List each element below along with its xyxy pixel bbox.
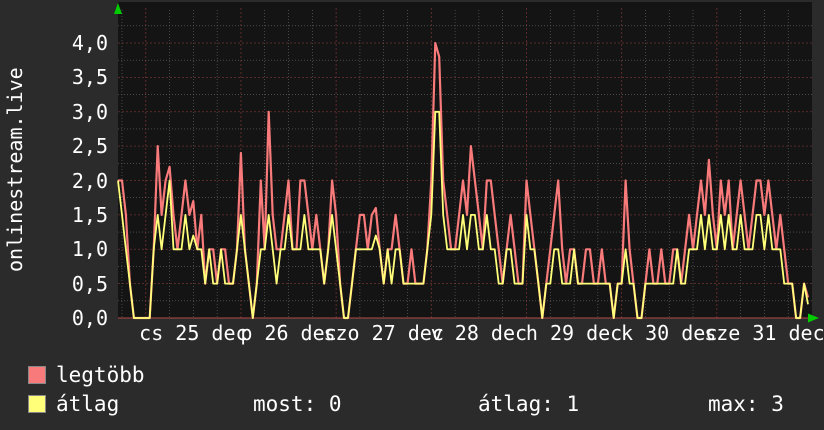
legend-swatch-max (28, 366, 46, 384)
x-tick-label: szo 27 dec (323, 321, 444, 345)
y-tick-label: 3,0 (71, 99, 108, 124)
stat-max: max: 3 (708, 392, 784, 416)
stat-atlag: átlag: 1 (478, 392, 580, 416)
y-tick-label: 1,5 (71, 202, 108, 227)
x-tick-label: cs 25 dec (139, 321, 248, 345)
x-tick-label: p 26 dec (240, 321, 337, 345)
x-tick-label: k 30 dec (621, 321, 718, 345)
x-tick-label: h 29 dec (525, 321, 623, 345)
stat-most: most: 0 (253, 392, 342, 416)
legend-label-avg: átlag (56, 392, 120, 416)
y-tick-label: 4,0 (71, 31, 108, 55)
y-tick-label: 2,0 (71, 168, 108, 193)
y-tick-label: 1,0 (71, 237, 108, 262)
y-tick-label: 2,5 (71, 134, 108, 159)
x-tick-label: sze 31 dec (704, 321, 824, 345)
legend-item-avg: átlag (28, 392, 119, 416)
x-tick-label: v 28 dec (430, 321, 528, 345)
y-tick-label: 0,5 (71, 271, 108, 296)
y-tick-label: 0,0 (71, 306, 108, 330)
y-tick-label: 3,5 (71, 65, 108, 90)
legend-label-max: legtöbb (56, 363, 145, 387)
legend-swatch-avg (28, 395, 46, 413)
plot-area (114, 2, 819, 323)
legend-item-max: legtöbb (28, 363, 145, 387)
